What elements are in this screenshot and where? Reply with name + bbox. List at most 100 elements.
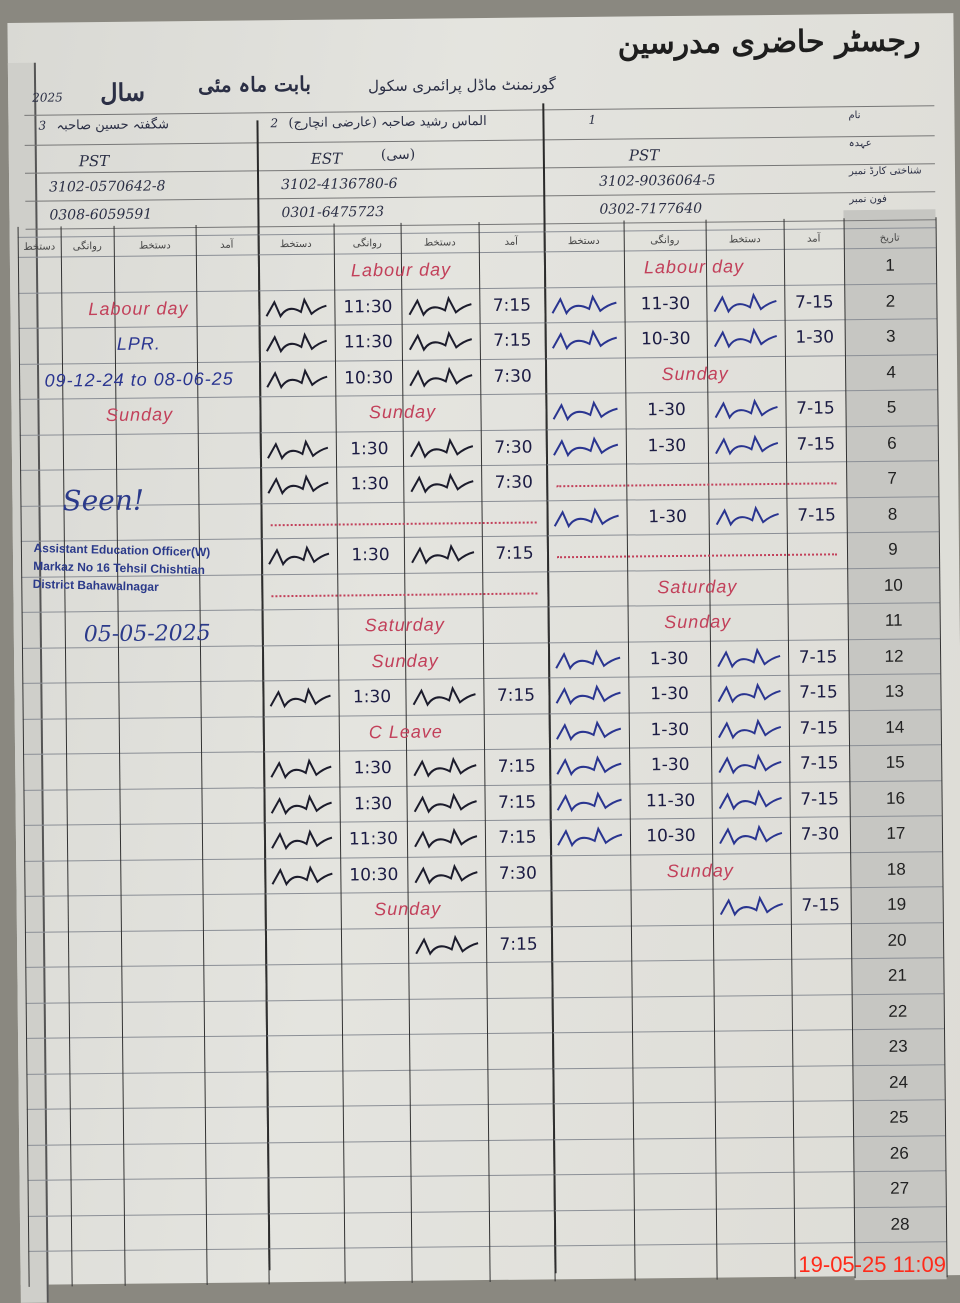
signature-mark: [718, 753, 782, 775]
column-header-date: تاریخ: [879, 232, 900, 244]
row-number: 15: [885, 752, 905, 772]
info-rule: [24, 163, 935, 174]
row-number: 26: [889, 1143, 909, 1163]
column-header-departure: روانگی: [650, 234, 680, 247]
signature-mark: [556, 790, 622, 812]
signature-mark: [265, 296, 327, 318]
signature-mark: [555, 684, 621, 706]
row-label: نام: [848, 110, 861, 122]
attendance-note: Sunday: [368, 401, 437, 423]
row-number: 24: [888, 1072, 909, 1092]
officer-stamp: Assistant Education Officer(W) Markaz No…: [33, 539, 254, 598]
grid-rule: [27, 1170, 946, 1181]
teacher-index: 1: [588, 112, 597, 127]
signature-mark: [557, 826, 623, 848]
row-number: 1: [885, 255, 895, 275]
row-number: 6: [887, 433, 897, 453]
attendance-note: Labour day: [88, 297, 189, 319]
arrival-time: 7-15: [799, 753, 839, 774]
row-number: 11: [884, 610, 903, 630]
register-title: رجسٹر حاضری مدرسین: [617, 23, 921, 62]
handwritten-remark: [271, 585, 538, 597]
signature-mark: [408, 295, 472, 317]
signature-mark: [414, 863, 478, 885]
signature-mark: [409, 366, 473, 388]
arrival-time: 7-30: [800, 824, 840, 845]
departure-time: 11:30: [348, 828, 399, 850]
departure-time: 10:30: [344, 367, 394, 388]
register-page: رجسٹر حاضری مدرسین گورنمنٹ ماڈل پرائمری …: [7, 13, 960, 1303]
teacher-cnic: 3102-9036064-5: [599, 172, 716, 190]
departure-time: 1:30: [352, 687, 392, 708]
arrival-time: 1-30: [795, 327, 835, 348]
attendance-grid: دستخط روانگی دستخط آمد دستخط روانگی دستخط آمد دس…: [7, 13, 953, 1287]
signature-mark: [410, 437, 474, 459]
departure-time: 1:30: [353, 793, 393, 814]
departure-time: 11-30: [645, 790, 696, 811]
teacher-cnic: 3102-4136780-6: [281, 175, 398, 194]
attendance-note: Sunday: [661, 362, 729, 384]
signature-mark: [413, 756, 477, 778]
signature-mark: [714, 398, 778, 420]
signature-mark: [551, 329, 617, 351]
departure-time: 1:30: [350, 438, 389, 459]
teacher-post: PST: [78, 151, 110, 171]
handwritten-remark: [556, 476, 837, 488]
signature-mark: [271, 829, 333, 851]
arrival-time: 7:15: [496, 685, 536, 706]
grid-rule: [27, 1134, 946, 1146]
row-number: 25: [889, 1107, 909, 1127]
arrival-time: 7-15: [794, 291, 834, 313]
teacher-name: الماس رشید صاحبہ (عارضی انچارج): [288, 113, 487, 132]
handwritten-remark: [270, 514, 537, 526]
row-number: 4: [886, 362, 896, 382]
grid-rule: [25, 992, 944, 1004]
year-label: سال: [99, 77, 146, 108]
row-label: شناختی کارڈ نمبر: [848, 165, 922, 178]
signature-mark: [718, 718, 782, 740]
inspection-block: Seen! Assistant Education Officer(W) Mar…: [7, 13, 953, 648]
arrival-time: 7:30: [494, 437, 533, 458]
signature-mark: [267, 438, 329, 460]
row-number: 21: [887, 965, 907, 985]
signature-mark: [718, 789, 782, 811]
school-name: گورنمنٹ ماڈل پرائمری سکول: [368, 75, 556, 96]
departure-time: 1-30: [649, 648, 689, 669]
signature-mark: [414, 827, 478, 849]
column-header-signature: دستخط: [279, 238, 312, 251]
signature-mark: [268, 545, 330, 567]
signature-mark: [415, 934, 479, 956]
row-number: 27: [890, 1178, 910, 1198]
row-number: 14: [885, 717, 905, 737]
attendance-note: Sunday: [666, 859, 734, 881]
column-header-arrival: آمد: [806, 233, 821, 245]
signature-mark: [271, 864, 333, 886]
signature-mark: [412, 685, 476, 707]
signature-mark: [408, 330, 473, 352]
departure-time: 11-30: [640, 293, 691, 314]
seen-remark: Seen!: [62, 483, 145, 518]
row-number: 13: [884, 681, 905, 701]
teacher-info: 3 شگفتہ حسین صاحبہ PST 3102-0570642-8 0308-6…: [7, 13, 953, 1274]
signature-mark: [265, 332, 328, 354]
signature-mark: [410, 472, 474, 494]
signature-mark: [713, 327, 777, 349]
arrival-time: 7-15: [799, 682, 838, 703]
arrival-time: 7-15: [796, 398, 835, 419]
grid-rule: [26, 1028, 945, 1039]
row-number: 23: [888, 1036, 908, 1056]
attendance-note: C Leave: [368, 720, 443, 742]
column-header-signature: دستخط: [23, 241, 56, 253]
departure-time: 1:30: [350, 474, 389, 495]
row-number: 16: [886, 788, 906, 808]
arrival-time: 7:30: [498, 862, 538, 884]
column-header-departure: روانگی: [72, 241, 102, 253]
signature-mark: [713, 292, 777, 314]
signature-mark: [717, 647, 781, 669]
row-number: 18: [886, 859, 906, 879]
arrival-time: 7:15: [498, 827, 537, 848]
signature-mark: [269, 687, 331, 709]
signature-mark: [552, 400, 618, 422]
row-number: 5: [886, 397, 897, 417]
attendance-note: Labour day: [350, 259, 452, 281]
